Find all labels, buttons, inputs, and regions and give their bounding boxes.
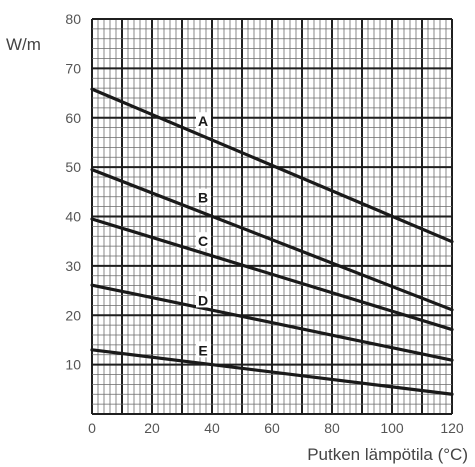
y-axis-title: W/m: [6, 35, 41, 54]
series-label-backdrop-e: [196, 341, 211, 358]
y-axis-ticks: 10 20 30 40 50 60 70 80: [65, 11, 81, 373]
series-labels: A B C D E: [196, 112, 211, 358]
x-axis-title: Putken lämpötila (°C): [307, 445, 468, 464]
series-label-b: B: [198, 190, 208, 206]
x-axis-ticks: 0 20 40 60 80 100 120: [88, 420, 464, 436]
y-tick-label: 30: [65, 258, 81, 274]
series-label-backdrop-d: [196, 291, 211, 308]
x-tick-label: 120: [440, 420, 464, 436]
series-lines: [90, 87, 454, 396]
series-label-d: D: [198, 292, 208, 308]
series-label-c: C: [198, 233, 208, 249]
y-tick-label: 80: [65, 11, 81, 27]
x-tick-label: 80: [324, 420, 340, 436]
x-tick-label: 60: [264, 420, 280, 436]
series-label-backdrop-c: [196, 232, 211, 249]
series-line-a: [90, 87, 454, 244]
y-tick-label: 50: [65, 159, 81, 175]
y-tick-label: 70: [65, 60, 81, 76]
y-tick-label: 40: [65, 209, 81, 225]
y-tick-label: 20: [65, 307, 81, 323]
series-label-a: A: [198, 113, 208, 129]
x-tick-label: 0: [88, 420, 96, 436]
series-label-backdrop-a: [196, 112, 211, 129]
series-line-b: [90, 167, 454, 312]
y-tick-label: 10: [65, 357, 81, 373]
series-line-c: [90, 217, 454, 332]
x-tick-label: 20: [144, 420, 160, 436]
grid: [91, 18, 453, 415]
x-tick-label: 40: [204, 420, 220, 436]
series-line-e: [90, 348, 454, 396]
series-label-backdrop-b: [196, 188, 211, 205]
series-line-d: [90, 283, 454, 362]
series-label-e: E: [198, 342, 207, 358]
x-tick-label: 100: [380, 420, 404, 436]
y-tick-label: 60: [65, 110, 81, 126]
